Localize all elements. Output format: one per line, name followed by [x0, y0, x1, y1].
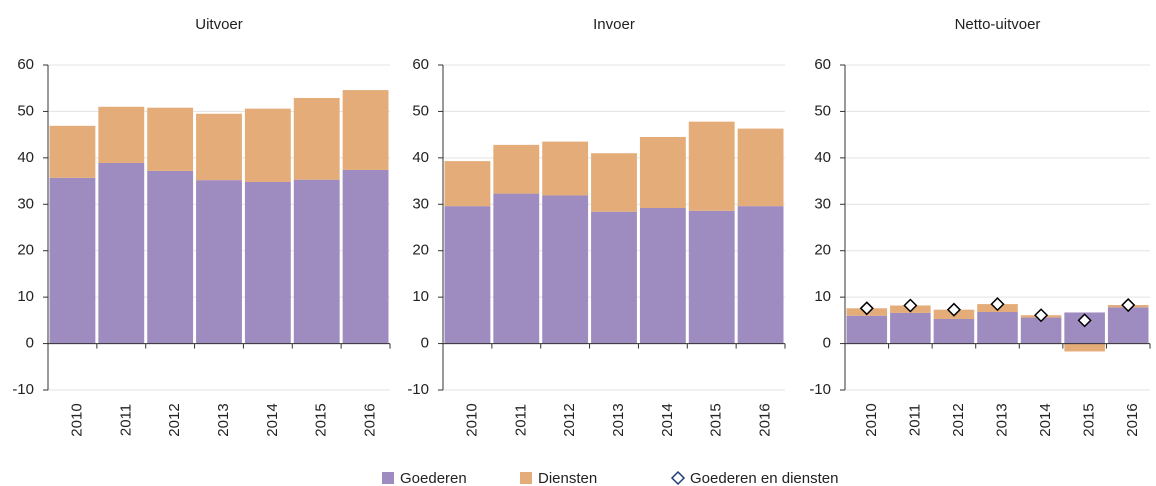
- chart-title: Netto-uitvoer: [955, 16, 1041, 33]
- bar: [688, 210, 735, 344]
- y-tick-label: -10: [407, 381, 429, 398]
- bar: [196, 180, 242, 344]
- x-tick-label: 2016: [1124, 403, 1141, 436]
- bar: [846, 315, 888, 344]
- x-tick-label: 2014: [659, 403, 676, 436]
- y-tick-label: 40: [412, 149, 429, 166]
- marker: [990, 297, 1005, 312]
- bar: [639, 136, 686, 208]
- bar: [639, 208, 686, 344]
- x-tick-label: 2014: [1037, 403, 1054, 436]
- bar: [591, 211, 637, 344]
- y-tick-label: 50: [412, 102, 429, 119]
- bar: [196, 113, 242, 181]
- x-tick-label: 2016: [757, 403, 774, 436]
- y-tick-label: 50: [814, 102, 831, 119]
- x-tick-label: 2010: [68, 403, 85, 436]
- x-tick-label: 2013: [215, 403, 232, 436]
- bar: [342, 169, 389, 344]
- chart-title: Uitvoer: [195, 16, 243, 33]
- x-tick-label: 2013: [610, 403, 627, 436]
- marker: [1121, 297, 1136, 313]
- y-tick-label: 0: [26, 335, 34, 352]
- x-tick-label: 2014: [264, 403, 281, 436]
- y-tick-label: 40: [17, 149, 34, 166]
- bar: [542, 195, 589, 344]
- bar: [49, 125, 96, 178]
- marker: [1077, 313, 1092, 328]
- chart-title: Invoer: [593, 16, 635, 33]
- bar: [688, 121, 735, 211]
- legend-label: Diensten: [538, 470, 597, 486]
- marker: [946, 302, 961, 317]
- bar: [49, 177, 96, 344]
- bar: [977, 312, 1018, 344]
- bar: [890, 312, 931, 344]
- y-tick-label: 20: [412, 242, 429, 259]
- y-tick-label: 30: [17, 195, 34, 212]
- x-tick-label: 2011: [906, 404, 923, 436]
- y-tick-label: 40: [814, 149, 831, 166]
- x-tick-label: 2016: [362, 403, 379, 436]
- bar: [147, 107, 194, 171]
- bar: [493, 193, 540, 344]
- x-tick-label: 2015: [1081, 403, 1098, 436]
- bar: [98, 106, 145, 163]
- x-tick-label: 2011: [117, 404, 134, 436]
- y-tick-label: 10: [17, 288, 34, 305]
- y-tick-label: 60: [814, 56, 831, 73]
- y-tick-label: -10: [12, 381, 34, 398]
- x-tick-label: 2012: [561, 403, 578, 436]
- x-tick-label: 2012: [950, 403, 967, 436]
- bar: [293, 97, 340, 180]
- legend-marker: [670, 470, 686, 486]
- bar: [1107, 307, 1149, 344]
- marker: [859, 301, 874, 316]
- y-tick-label: 10: [412, 288, 429, 305]
- legend-swatch: [520, 472, 532, 484]
- marker: [1034, 308, 1049, 323]
- y-tick-label: -10: [809, 381, 831, 398]
- x-tick-label: 2010: [463, 403, 480, 436]
- y-tick-label: 30: [814, 195, 831, 212]
- y-tick-label: 60: [412, 56, 429, 73]
- bar: [737, 128, 784, 207]
- legend-label: Goederen: [400, 470, 467, 486]
- y-tick-label: 50: [17, 102, 34, 119]
- y-tick-label: 0: [421, 335, 429, 352]
- bar: [293, 179, 340, 344]
- x-tick-label: 2013: [993, 403, 1010, 436]
- bar: [591, 153, 637, 212]
- bar: [542, 141, 589, 196]
- bar: [244, 182, 291, 344]
- bar: [147, 170, 194, 344]
- bar: [737, 206, 784, 344]
- bar: [98, 162, 145, 344]
- bar: [933, 318, 975, 344]
- legend-swatch: [382, 472, 394, 484]
- y-tick-label: 20: [17, 242, 34, 259]
- y-tick-label: 20: [814, 242, 831, 259]
- x-tick-label: 2011: [512, 404, 529, 436]
- bar: [493, 144, 540, 194]
- x-tick-label: 2015: [313, 403, 330, 436]
- y-tick-label: 60: [17, 56, 34, 73]
- x-tick-label: 2015: [708, 403, 725, 436]
- bar: [444, 161, 491, 207]
- bar: [444, 206, 491, 344]
- y-tick-label: 0: [823, 335, 831, 352]
- legend-label: Goederen en diensten: [690, 470, 838, 486]
- y-tick-label: 30: [412, 195, 429, 212]
- marker: [903, 298, 918, 313]
- bar: [342, 90, 389, 170]
- x-tick-label: 2010: [863, 403, 880, 436]
- x-tick-label: 2012: [166, 403, 183, 436]
- bar: [1064, 343, 1105, 352]
- bar: [244, 108, 291, 182]
- y-tick-label: 10: [814, 288, 831, 305]
